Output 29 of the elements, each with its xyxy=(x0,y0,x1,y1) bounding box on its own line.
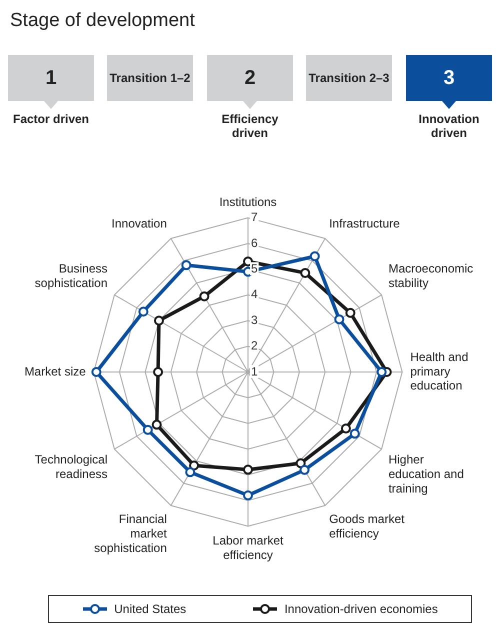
text: Efficiency driven xyxy=(220,112,280,140)
spoke-label: Institutions xyxy=(219,194,277,209)
text: Innovation driven xyxy=(418,112,480,140)
text: Transition 2–3 xyxy=(306,55,392,101)
y-tick-label: 3 xyxy=(251,312,258,327)
spoke-label: Infrastructure xyxy=(329,216,400,231)
y-tick-label: 4 xyxy=(251,287,258,302)
spoke-label: Health and primary education xyxy=(410,350,468,393)
text: 3 xyxy=(406,55,492,101)
legend-label: Innovation-driven economies xyxy=(284,602,438,616)
spoke-label: Macroeconomic stability xyxy=(388,262,474,290)
spoke-label: Technological readiness xyxy=(34,452,108,482)
spoke-label: Innovation xyxy=(112,216,167,231)
y-tick-label: 5 xyxy=(251,262,258,276)
spoke-label: Labor market efficiency xyxy=(212,534,284,562)
y-tick-label: 7 xyxy=(251,210,258,224)
y-tick-label: 6 xyxy=(251,236,258,250)
text: 1 xyxy=(8,55,94,101)
text: Factor driven xyxy=(12,112,90,126)
text: Transition 1–2 xyxy=(107,55,193,101)
spoke-label: Business sophistication xyxy=(34,262,108,290)
y-tick-label: 1 xyxy=(251,364,258,378)
chart-title: Stage of development xyxy=(10,10,195,32)
spoke-label: Financial market sophistication xyxy=(94,512,168,555)
y-tick-label: 2 xyxy=(251,338,258,353)
spoke-label: Goods market efficiency xyxy=(329,512,406,540)
spoke-label: Higher education and training xyxy=(388,452,464,496)
legend-label: United States xyxy=(114,602,186,616)
spoke-label: Market size xyxy=(24,364,86,378)
